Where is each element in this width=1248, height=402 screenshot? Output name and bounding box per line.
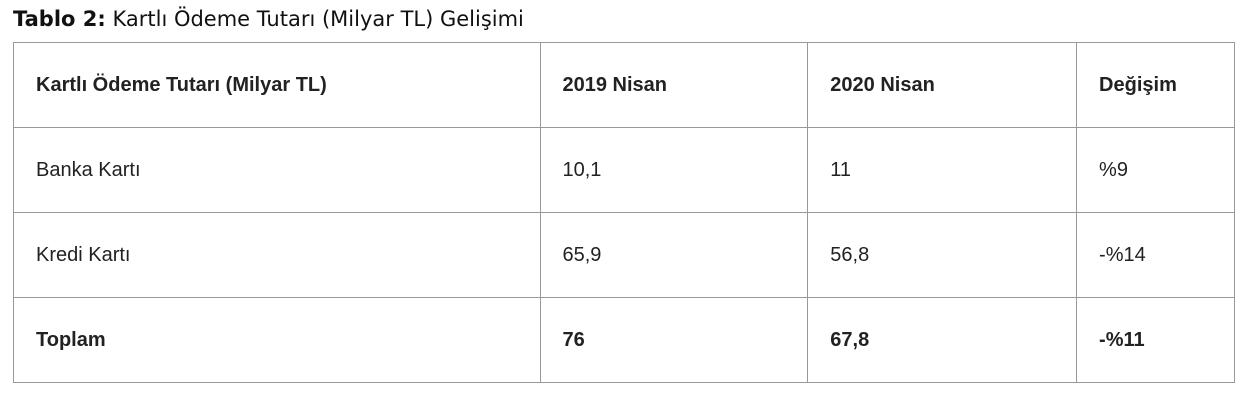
table-cell: -%14 bbox=[1076, 212, 1235, 298]
table-cell: 67,8 bbox=[807, 297, 1078, 383]
data-table: Kartlı Ödeme Tutarı (Milyar TL) 2019 Nisa… bbox=[13, 42, 1235, 383]
table-cell: -%11 bbox=[1076, 297, 1235, 383]
table-cell: 65,9 bbox=[539, 212, 809, 298]
header-cell: Değişim bbox=[1076, 42, 1235, 128]
table-cell: 56,8 bbox=[807, 212, 1078, 298]
table-row: Kredi Kartı 65,9 56,8 -%14 bbox=[13, 212, 1235, 298]
header-cell: 2020 Nisan bbox=[807, 42, 1078, 128]
table-cell: 76 bbox=[539, 297, 809, 383]
table-cell: Banka Kartı bbox=[13, 127, 541, 213]
header-cell: Kartlı Ödeme Tutarı (Milyar TL) bbox=[13, 42, 541, 128]
header-row: Kartlı Ödeme Tutarı (Milyar TL) 2019 Nisa… bbox=[13, 42, 1235, 128]
header-cell: 2019 Nisan bbox=[539, 42, 809, 128]
caption-label: Tablo 2: bbox=[13, 7, 106, 31]
table-cell: Kredi Kartı bbox=[13, 212, 541, 298]
table-row: Toplam 76 67,8 -%11 bbox=[13, 297, 1235, 383]
table-caption: Tablo 2: Kartlı Ödeme Tutarı (Milyar TL)… bbox=[13, 7, 524, 31]
table-cell: 10,1 bbox=[539, 127, 809, 213]
table-row: Banka Kartı 10,1 11 %9 bbox=[13, 127, 1235, 213]
table-cell: %9 bbox=[1076, 127, 1235, 213]
caption-text: Kartlı Ödeme Tutarı (Milyar TL) Gelişimi bbox=[112, 7, 524, 31]
table-cell: 11 bbox=[807, 127, 1078, 213]
table-cell: Toplam bbox=[13, 297, 541, 383]
